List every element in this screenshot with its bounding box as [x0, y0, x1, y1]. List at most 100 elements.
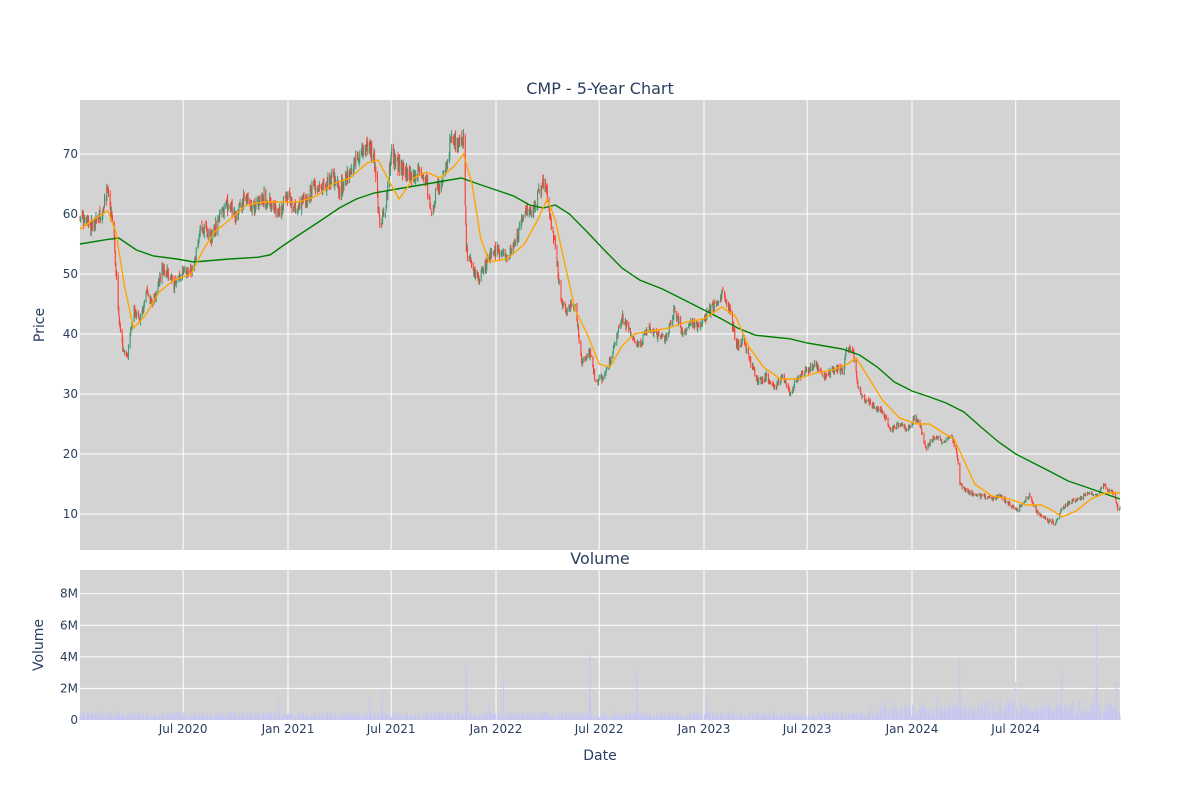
candle-body	[339, 188, 340, 195]
candle	[118, 306, 119, 316]
candle	[220, 210, 221, 214]
volume-bar	[766, 716, 767, 720]
volume-bar	[260, 717, 261, 720]
volume-bar	[842, 714, 843, 720]
candle-body	[1010, 504, 1011, 506]
volume-bar	[140, 717, 141, 720]
candle	[1014, 506, 1015, 510]
candle	[986, 499, 987, 500]
candle-body	[1014, 507, 1015, 508]
candle	[635, 341, 636, 344]
volume-bar	[475, 716, 476, 720]
volume-bar	[315, 715, 316, 720]
candle-body	[232, 201, 233, 213]
candle-body	[471, 262, 472, 264]
candle-body	[1041, 515, 1042, 517]
candle	[770, 381, 771, 384]
volume-bar	[327, 714, 328, 720]
candle	[479, 278, 480, 285]
candle-body	[742, 337, 743, 339]
volume-bar	[359, 712, 360, 720]
candle-body	[525, 213, 526, 215]
candle	[884, 414, 885, 418]
candle	[1069, 501, 1070, 503]
candle	[100, 217, 101, 221]
volume-bar	[511, 718, 512, 720]
candle	[692, 318, 693, 328]
candle-body	[754, 368, 755, 375]
candle-body	[612, 353, 613, 358]
volume-bar	[455, 713, 456, 720]
candle-body	[443, 172, 444, 174]
candle-body	[813, 367, 814, 368]
volume-bar	[483, 718, 484, 720]
volume-bar	[367, 717, 368, 720]
candle	[319, 184, 320, 189]
volume-bar	[690, 715, 691, 720]
candle-body	[104, 198, 105, 207]
candle-body	[467, 246, 468, 257]
candle-body	[359, 153, 360, 159]
candle-body	[794, 380, 795, 385]
volume-bar	[603, 714, 604, 720]
candle	[395, 155, 396, 169]
candle-body	[962, 485, 963, 488]
candle-body	[216, 221, 217, 231]
candle-body	[455, 136, 456, 147]
candle-body	[503, 251, 504, 253]
candle	[860, 388, 861, 395]
candle-body	[686, 328, 687, 330]
volume-bar	[662, 713, 663, 720]
candle	[1030, 493, 1031, 497]
candle	[423, 173, 424, 182]
volume-bar	[224, 716, 225, 720]
volume-bar	[407, 716, 408, 720]
candle-body	[802, 372, 803, 374]
candle-body	[591, 356, 592, 357]
candle-body	[319, 186, 320, 189]
candle-body	[538, 190, 539, 192]
candle	[567, 307, 568, 315]
candle	[216, 220, 217, 234]
volume-bar	[734, 718, 735, 720]
candle	[148, 293, 149, 297]
candle-body	[441, 183, 442, 190]
volume-bar	[890, 709, 891, 720]
candle-body	[423, 177, 424, 180]
candle	[571, 300, 572, 307]
candle	[124, 350, 125, 355]
candle-body	[1049, 519, 1050, 521]
candle-body	[826, 373, 827, 375]
candle	[483, 268, 484, 275]
candle-body	[84, 215, 85, 218]
candle	[391, 144, 392, 157]
volume-bar	[152, 717, 153, 720]
volume-bar	[651, 715, 652, 720]
candle-body	[674, 308, 675, 310]
volume-bar	[611, 716, 612, 720]
volume-bar	[379, 715, 380, 720]
volume-bar	[738, 718, 739, 720]
volume-bar	[519, 715, 520, 720]
candle	[439, 184, 440, 195]
candle	[260, 195, 261, 206]
candle-body	[427, 180, 428, 195]
volume-bar	[375, 717, 376, 720]
candle-body	[92, 225, 93, 229]
candle-body	[1073, 499, 1074, 500]
candle-body	[168, 271, 169, 278]
candle-body	[174, 286, 175, 291]
candle-body	[870, 400, 871, 404]
candle-body	[367, 148, 368, 153]
candle	[196, 247, 197, 263]
candle-body	[563, 303, 564, 307]
candle	[782, 375, 783, 379]
candle	[347, 169, 348, 184]
volume-bar	[902, 708, 903, 720]
candle-body	[670, 323, 671, 325]
candle-body	[1065, 504, 1066, 506]
candle	[144, 300, 145, 308]
volume-bar	[383, 714, 384, 720]
candle	[462, 137, 463, 143]
candle-body	[248, 195, 249, 201]
